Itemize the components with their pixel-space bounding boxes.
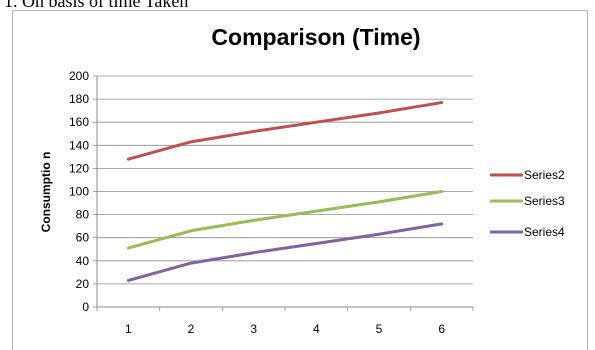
y-tick-label: 20	[76, 277, 90, 291]
data-point	[252, 219, 255, 222]
line-chart: Comparison (Time) Consumptio n 0 20 40 60 80…	[39, 24, 565, 336]
y-axis-label: Consumptio n	[39, 152, 53, 233]
legend-label-series2: Series2	[524, 168, 565, 182]
x-tick-label: 5	[376, 322, 383, 336]
figure-caption: 1. On basis of time Taken	[4, 0, 189, 11]
x-tick-label: 4	[313, 322, 320, 336]
y-tick-label: 160	[69, 115, 89, 129]
data-point	[252, 251, 255, 254]
data-point	[315, 121, 318, 124]
y-tick-label: 80	[76, 208, 90, 222]
data-point	[190, 140, 193, 143]
y-tick-label: 40	[76, 254, 90, 268]
data-point	[378, 111, 381, 114]
series-line-series2	[126, 101, 444, 161]
y-tick-label: 120	[69, 161, 89, 175]
y-tick-label: 0	[82, 300, 89, 314]
data-point	[252, 130, 255, 133]
chart-frame	[12, 10, 588, 350]
data-point	[127, 158, 130, 161]
chart-title: Comparison (Time)	[211, 24, 420, 50]
legend-label-series3: Series3	[524, 194, 565, 208]
x-tick-label: 2	[188, 322, 195, 336]
data-point	[190, 229, 193, 232]
axes	[96, 76, 474, 311]
data-point	[378, 233, 381, 236]
x-tick-label: 6	[438, 322, 445, 336]
y-tick-label: 200	[69, 69, 89, 83]
data-point	[127, 279, 130, 282]
x-tick-labels: 1 2 3 4 5 6	[125, 322, 445, 336]
x-tick-label: 1	[125, 322, 132, 336]
series-line-series4	[126, 222, 444, 282]
y-tick-labels: 0 20 40 60 80 100 120 140 160 180 200	[69, 69, 89, 314]
series-line-series3	[126, 190, 444, 250]
data-point	[440, 101, 443, 104]
gridlines	[93, 75, 473, 308]
series-lines	[126, 101, 444, 282]
x-tick-label: 3	[250, 322, 257, 336]
y-tick-label: 180	[69, 92, 89, 106]
data-point	[315, 210, 318, 213]
data-point	[315, 242, 318, 245]
legend: Series2 Series3 Series4	[490, 168, 565, 239]
data-point	[440, 222, 443, 225]
data-point	[190, 262, 193, 265]
y-tick-label: 140	[69, 138, 89, 152]
legend-label-series4: Series4	[524, 225, 565, 239]
data-point	[440, 190, 443, 193]
data-point	[127, 247, 130, 250]
data-point	[378, 200, 381, 203]
y-tick-label: 100	[69, 185, 89, 199]
y-tick-label: 60	[76, 231, 90, 245]
